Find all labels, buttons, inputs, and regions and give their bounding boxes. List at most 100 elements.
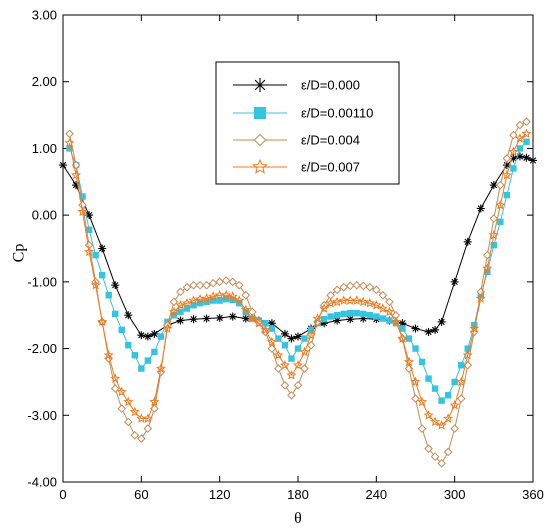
star-marker <box>306 329 317 340</box>
star-marker <box>279 359 290 370</box>
star-marker <box>482 263 493 273</box>
star-marker <box>443 413 454 423</box>
square-marker <box>320 316 328 323</box>
diamond-marker <box>215 277 224 287</box>
star-marker <box>142 413 153 423</box>
diamond-marker <box>437 459 446 468</box>
square-marker <box>268 325 276 332</box>
asterisk-marker <box>476 204 485 213</box>
square-marker <box>438 397 445 404</box>
asterisk-marker <box>111 281 120 290</box>
diamond-marker <box>123 417 133 427</box>
square-marker <box>451 378 458 386</box>
diamond-marker <box>417 424 427 433</box>
star-marker <box>260 324 271 335</box>
diamond-marker <box>358 281 368 291</box>
square-marker <box>444 392 452 399</box>
star-marker <box>449 399 460 410</box>
star-marker <box>469 323 480 333</box>
y-tick-label: -3.00 <box>27 408 57 423</box>
square-marker <box>294 345 302 352</box>
square-marker <box>347 310 354 317</box>
x-tick-label: 120 <box>209 487 231 502</box>
star-marker <box>410 376 421 387</box>
diamond-marker <box>228 277 238 287</box>
asterisk-marker <box>189 315 198 324</box>
asterisk-marker <box>124 311 133 320</box>
square-marker <box>125 342 132 349</box>
star-marker <box>181 297 193 308</box>
asterisk-marker <box>150 329 159 338</box>
diamond-marker <box>456 394 466 403</box>
diamond-marker <box>65 129 74 139</box>
star-marker <box>273 349 284 360</box>
star-marker <box>436 419 447 430</box>
series-layer <box>59 117 537 468</box>
y-tick-label: 2.00 <box>32 74 57 89</box>
square-marker <box>229 296 236 304</box>
square-marker <box>118 326 125 334</box>
square-marker <box>170 312 178 319</box>
asterisk-marker <box>450 277 459 286</box>
axis-tick-labels: 0 60 120 180 240 300 360 -4.00 -3.00 -2.00 -1.00 0.… <box>27 8 543 503</box>
diamond-marker <box>117 404 127 413</box>
diamond-marker <box>424 444 433 453</box>
square-marker <box>366 312 374 319</box>
star-marker <box>97 316 108 327</box>
star-marker <box>292 359 304 370</box>
star-marker <box>501 169 512 180</box>
square-marker <box>203 298 210 306</box>
asterisk-marker <box>98 244 107 253</box>
diamond-marker <box>189 280 198 290</box>
star-marker <box>508 146 519 157</box>
y-tick-label: -4.00 <box>27 475 57 490</box>
legend-label: ε/D=0.007 <box>301 160 360 175</box>
star-marker <box>462 349 473 360</box>
square-marker <box>105 292 112 299</box>
square-marker <box>307 326 315 334</box>
asterisk-marker <box>280 329 289 338</box>
y-tick-label: -1.00 <box>27 274 57 289</box>
y-tick-label: 3.00 <box>32 8 57 23</box>
star-marker <box>312 313 323 323</box>
legend-entry: ε/D=0.000 <box>233 78 360 93</box>
asterisk-marker <box>176 316 185 325</box>
square-marker <box>151 348 158 356</box>
square-marker <box>254 107 266 119</box>
star-marker <box>201 293 212 303</box>
square-marker <box>418 358 426 366</box>
star-marker <box>397 333 408 343</box>
asterisk-marker <box>411 324 420 333</box>
star-marker <box>351 295 362 305</box>
diamond-marker <box>293 380 303 390</box>
star-marker <box>266 336 277 347</box>
asterisk-marker <box>522 153 531 162</box>
square-marker <box>190 302 197 309</box>
square-marker <box>236 300 243 307</box>
asterisk-marker <box>424 327 433 336</box>
diamond-marker <box>137 434 146 443</box>
asterisk-marker <box>463 237 472 246</box>
star-marker <box>240 304 251 315</box>
square-marker <box>431 385 439 392</box>
star-marker <box>495 199 506 210</box>
y-tick-label: 1.00 <box>32 141 57 156</box>
square-marker <box>138 365 145 372</box>
star-marker <box>319 303 330 313</box>
star-marker <box>162 323 173 333</box>
star-marker <box>358 296 369 307</box>
star-marker <box>221 289 232 300</box>
square-marker <box>66 145 73 152</box>
diamond-marker <box>522 117 531 127</box>
star-marker <box>227 291 238 301</box>
diamond-marker <box>345 281 355 291</box>
star-marker <box>403 356 415 367</box>
star-marker <box>234 295 245 305</box>
star-marker <box>299 346 310 357</box>
star-marker <box>168 306 180 317</box>
x-axis-label: θ <box>294 510 302 527</box>
diamond-marker <box>352 280 362 290</box>
square-marker <box>85 226 93 234</box>
star-marker <box>77 206 88 217</box>
square-marker <box>327 313 334 320</box>
